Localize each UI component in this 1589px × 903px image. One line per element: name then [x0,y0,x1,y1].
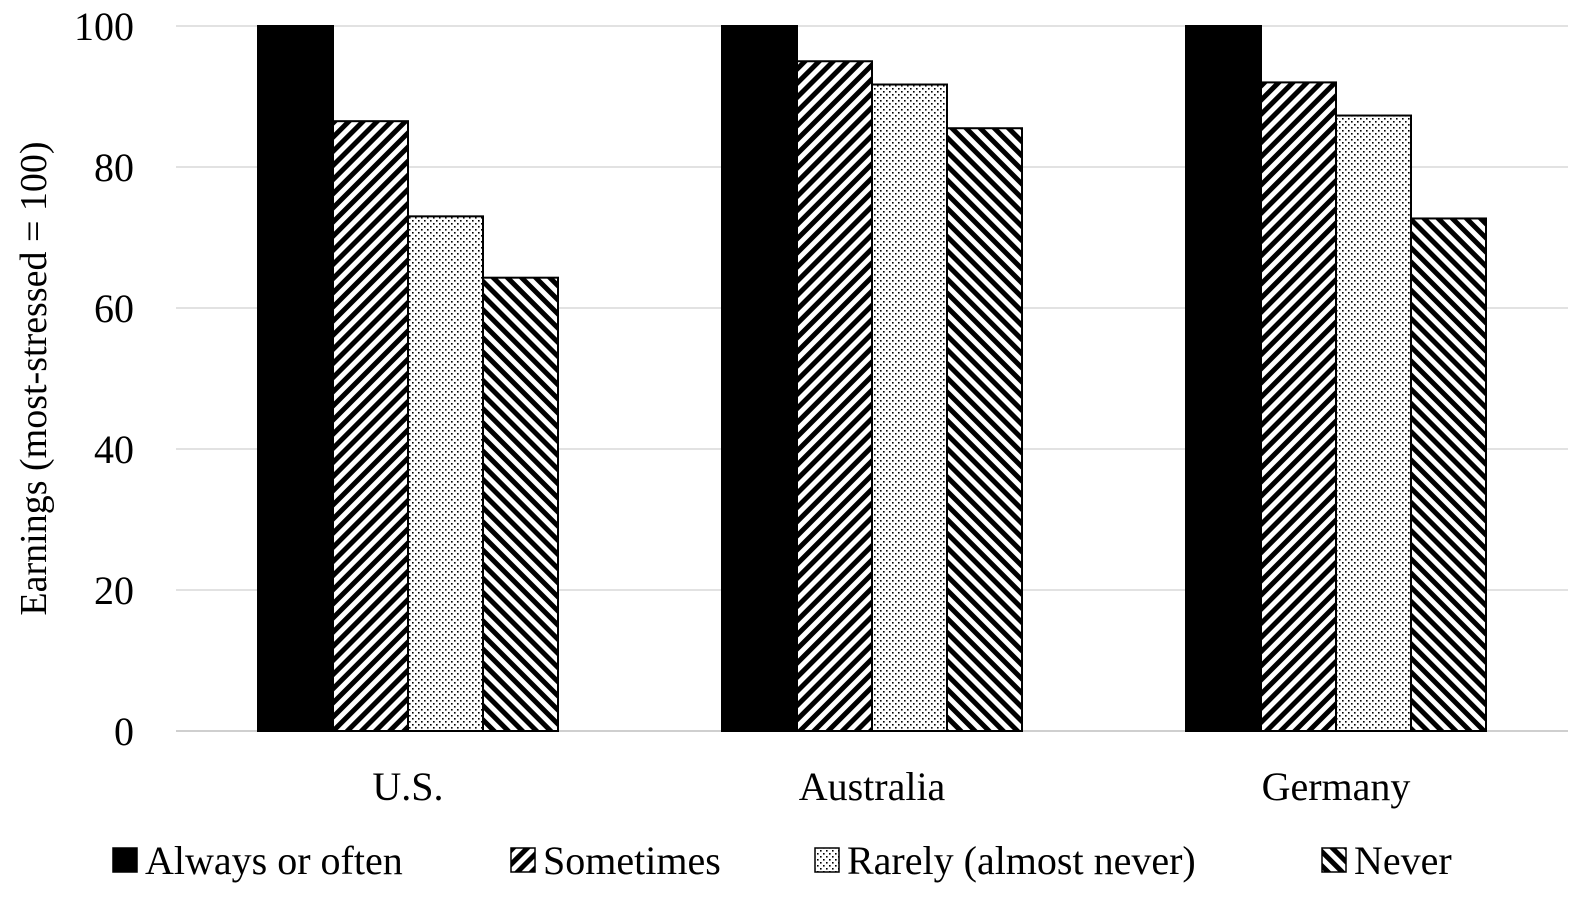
bar-germany-sometimes [1260,81,1337,732]
legend: Always or often Sometimes Rarely (almost n… [112,838,1452,883]
legend-swatch-rarely-almost-never [814,847,840,873]
bar-germany-never [1410,217,1487,732]
legend-label-rarely-almost-never: Rarely (almost never) [847,838,1196,883]
y-tick-label-60: 60 [94,286,134,331]
legend-swatch-always-or-often [112,847,138,873]
bar-germany-always-or-often [1185,25,1262,732]
bar-australia-sometimes [796,60,873,732]
x-category-label-australia: Australia [799,764,946,809]
bar-u-s-never [482,276,559,732]
bars [257,25,1487,733]
bar-australia-always-or-often [721,25,798,732]
x-category-label-germany: Germany [1262,764,1411,809]
x-category-label-u-s: U.S. [372,764,443,809]
y-axis-title: Earnings (most-stressed = 100) [13,141,55,615]
legend-label-always-or-often: Always or often [145,838,403,883]
bar-germany-rarely-almost-never [1335,114,1412,733]
bar-u-s-always-or-often [257,25,334,732]
y-tick-label-100: 100 [74,4,134,49]
y-tick-label-20: 20 [94,568,134,613]
legend-label-never: Never [1354,838,1452,883]
bar-australia-never [946,127,1023,733]
bar-australia-rarely-almost-never [871,83,948,732]
legend-label-sometimes: Sometimes [543,838,721,883]
axes: 0 20 40 60 80 100 Earnings (most-stressed = 10… [13,4,1410,809]
bar-u-s-sometimes [332,120,409,733]
y-tick-label-40: 40 [94,427,134,472]
y-tick-label-0: 0 [114,709,134,754]
legend-swatch-never [1321,847,1347,873]
bar-u-s-rarely-almost-never [407,215,484,733]
legend-swatch-sometimes [510,847,536,873]
y-tick-label-80: 80 [94,145,134,190]
